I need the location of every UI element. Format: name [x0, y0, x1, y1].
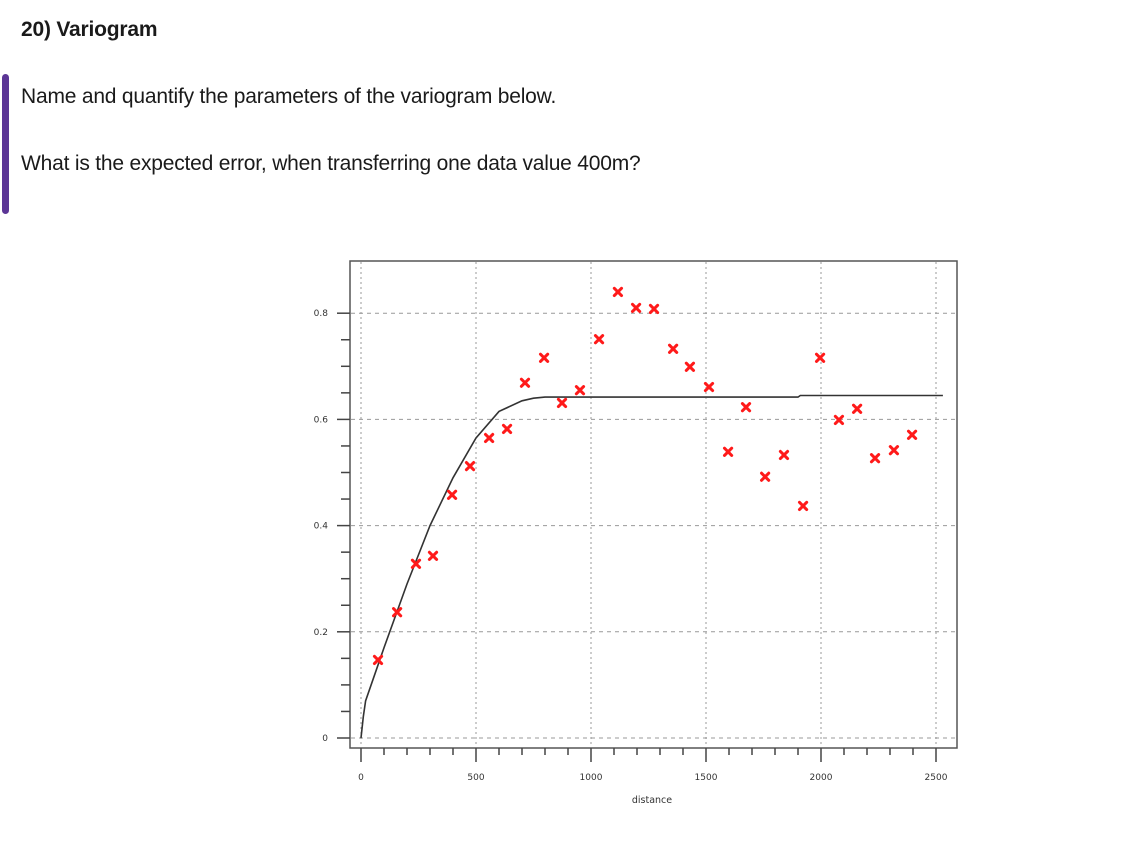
data-point-x-marker: [446, 489, 458, 500]
data-point-x-marker: [668, 343, 679, 354]
data-point-x-marker: [760, 471, 771, 482]
data-point-x-marker: [484, 432, 495, 444]
model-curve: [360, 394, 943, 739]
y-tick-label: 0: [322, 734, 328, 744]
x-tick-label: 500: [467, 773, 484, 783]
question-heading: 20) Variogram: [21, 18, 158, 41]
data-point-x-marker: [556, 397, 568, 409]
data-point-x-marker: [630, 302, 642, 313]
axes: 0 0.2 0.4 0.6 0.8 0 500 1000 1500 2000 2500: [314, 309, 948, 783]
data-point-x-marker: [648, 303, 660, 315]
data-point-x-marker: [464, 461, 476, 472]
data-point-x-marker: [593, 334, 605, 345]
data-point-x-marker: [778, 449, 790, 461]
y-tick-label: 0.2: [314, 628, 328, 638]
data-point-x-marker: [722, 446, 734, 457]
x-tick-label: 2500: [925, 773, 948, 783]
y-tick-label: 0.4: [314, 522, 329, 532]
y-tick-label: 0.8: [314, 309, 329, 319]
x-tick-label: 2000: [810, 773, 833, 783]
data-point-x-marker: [501, 423, 513, 435]
model-line: [360, 394, 943, 739]
data-point-x-marker: [410, 558, 422, 569]
data-point-x-marker: [519, 377, 531, 388]
data-point-x-marker: [427, 550, 439, 561]
data-point-x-marker: [703, 381, 715, 393]
data-point-x-marker: [814, 352, 826, 363]
data-point-x-marker: [392, 607, 403, 618]
grid-lines: [351, 262, 956, 747]
data-point-x-marker: [906, 429, 918, 440]
data-point-x-marker: [538, 352, 550, 363]
data-point-x-marker: [372, 654, 384, 666]
data-point-x-marker: [612, 286, 624, 298]
y-tick-label: 0.6: [314, 415, 329, 425]
data-point-x-marker: [869, 453, 881, 464]
accent-bar: [2, 74, 9, 214]
data-points: [372, 286, 918, 666]
data-point-x-marker: [833, 414, 845, 426]
data-point-x-marker: [740, 402, 752, 413]
plot-frame: [349, 260, 958, 749]
question-text-parameters: Name and quantify the parameters of the …: [21, 85, 557, 108]
x-tick-label: 1000: [580, 773, 603, 783]
data-point-x-marker: [684, 361, 695, 372]
x-tick-label: 0: [358, 773, 364, 783]
question-text-expected-error: What is the expected error, when transfe…: [21, 152, 641, 175]
data-point-x-marker: [574, 385, 586, 396]
data-point-x-marker: [888, 445, 900, 456]
x-tick-label: 1500: [695, 773, 718, 783]
x-axis-title: distance: [632, 795, 672, 806]
data-point-x-marker: [797, 500, 809, 512]
data-point-x-marker: [852, 403, 863, 414]
